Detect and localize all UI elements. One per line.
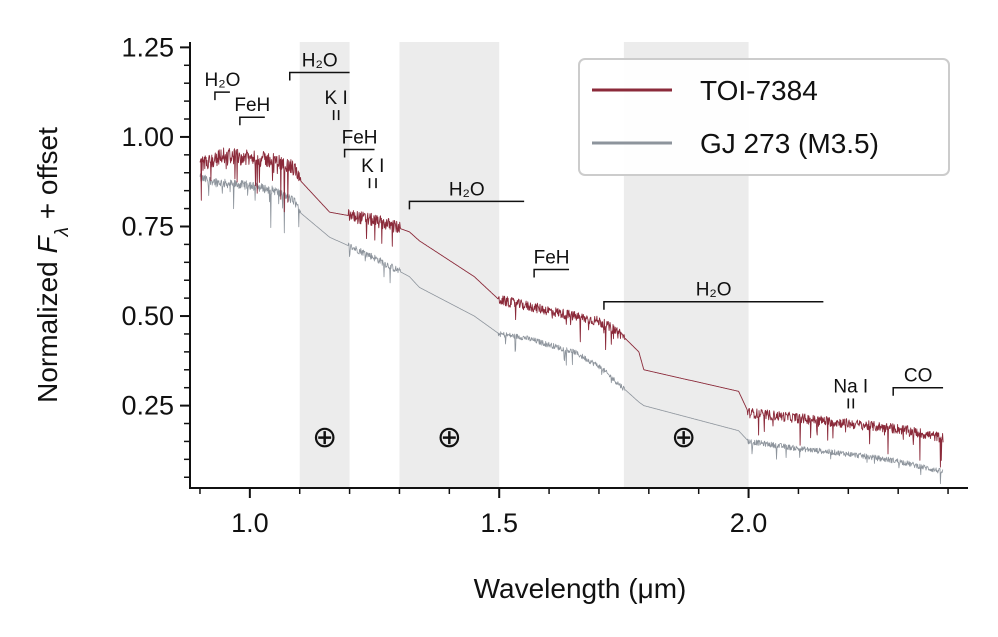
shaded-region-0 (299, 42, 350, 488)
feature-label-10: CO (904, 366, 933, 387)
feature-label-8: H₂O (696, 280, 732, 301)
feature-bar-6 (408, 200, 525, 210)
y-tick-label-0.50: 0.50 (121, 301, 174, 331)
shaded-region-1 (399, 42, 500, 488)
y-tick-label-1.00: 1.00 (121, 122, 174, 152)
feature-label-0: H₂O (204, 70, 240, 91)
axis-ticks: 1.0 1.5 2.0 0.25 0.50 0.75 1.00 1.25 (121, 32, 949, 538)
legend-label-toi-7384: TOI-7384 (700, 75, 818, 106)
y-tick-label-1.25: 1.25 (121, 32, 174, 62)
series-line-toi-7384 (199, 147, 944, 468)
x-axis-title: Wavelength (μm) (474, 573, 687, 604)
feature-label-4: FeH (342, 127, 378, 148)
feature-bar-0 (214, 91, 230, 101)
x-tick-label-1.5: 1.5 (480, 508, 518, 538)
feature-bar-10 (892, 386, 944, 396)
earth-marker-1: ⊕ (437, 421, 462, 454)
telluric-markers: ⊕ ⊕ ⊕ (312, 421, 696, 454)
feature-label-3: K I (325, 88, 348, 109)
feature-bar-4 (343, 148, 375, 158)
x-tick-label-1.0: 1.0 (231, 508, 269, 538)
spectra-series (199, 147, 944, 485)
y-tick-label-0.25: 0.25 (121, 391, 174, 421)
axes (189, 42, 968, 489)
feature-label-5: K I (361, 156, 384, 177)
feature-label-1: FeH (234, 95, 270, 116)
legend-label-gj-273: GJ 273 (M3.5) (700, 128, 879, 159)
feature-bar-7 (533, 268, 570, 278)
spectral-feature-labels: H₂O FeH H₂O K I FeH K I H₂O FeH H₂O Na I CO (204, 50, 944, 409)
feature-label-9: Na I (833, 376, 868, 397)
feature-bar-8 (603, 300, 824, 310)
series-line-gj-273 (199, 173, 944, 485)
feature-label-2: H₂O (302, 50, 338, 71)
y-tick-label-0.75: 0.75 (121, 211, 174, 241)
legend-box (578, 58, 950, 176)
feature-bar-1 (239, 116, 265, 126)
earth-marker-2: ⊕ (671, 421, 696, 454)
feature-label-6: H₂O (449, 179, 485, 200)
legend: TOI-7384 GJ 273 (M3.5) (578, 58, 950, 176)
feature-bar-2 (288, 71, 350, 81)
x-tick-label-2.0: 2.0 (730, 508, 768, 538)
earth-marker-0: ⊕ (312, 421, 337, 454)
feature-label-7: FeH (534, 247, 570, 268)
y-axis-title: Normalized Fλ + offset (32, 127, 73, 403)
